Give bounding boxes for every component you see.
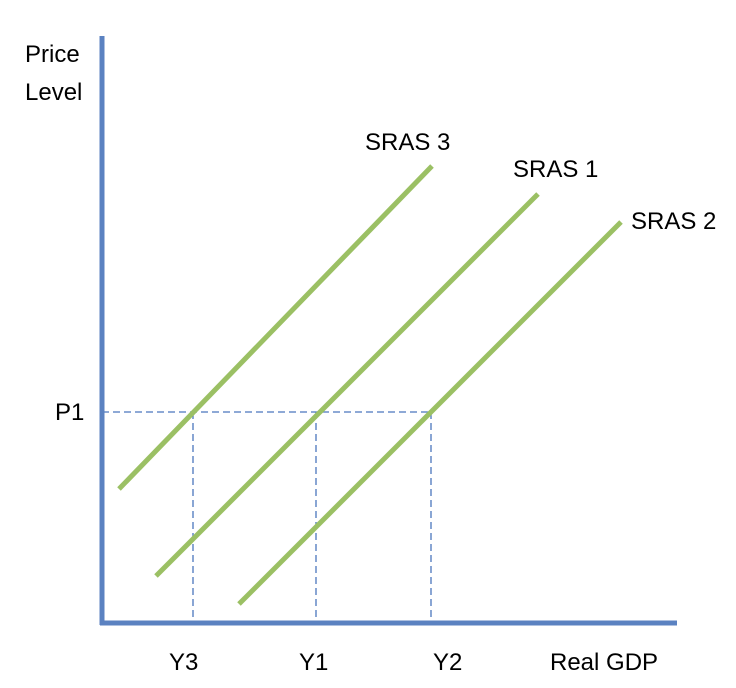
sras-1-label: SRAS 1: [513, 156, 598, 183]
sras-2-curve: [237, 220, 623, 606]
y3-label: Y3: [169, 649, 198, 676]
sras-1-curve: [154, 192, 540, 578]
sras-3-curve: [117, 164, 434, 491]
y2-label: Y2: [433, 649, 462, 676]
p1-label: P1: [55, 399, 84, 426]
y-axis-label-line2: Level: [25, 79, 82, 106]
y1-label: Y1: [299, 649, 328, 676]
y-axis-label-line1: Price: [25, 41, 80, 68]
sras-2-label: SRAS 2: [631, 208, 716, 235]
sras-3-label: SRAS 3: [365, 129, 450, 156]
x-axis-label: Real GDP: [550, 649, 658, 676]
